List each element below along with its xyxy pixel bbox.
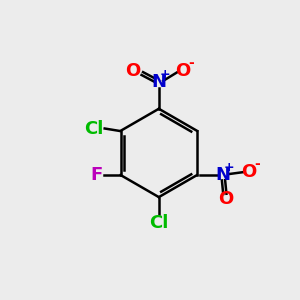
Text: O: O: [176, 62, 190, 80]
Text: Cl: Cl: [149, 214, 169, 232]
Text: Cl: Cl: [84, 119, 103, 137]
Text: N: N: [151, 73, 166, 91]
Text: +: +: [224, 161, 235, 174]
Text: -: -: [188, 56, 194, 70]
Text: -: -: [254, 158, 260, 171]
Text: O: O: [241, 163, 256, 181]
Text: F: F: [90, 166, 103, 184]
Text: N: N: [215, 166, 230, 184]
Text: O: O: [218, 190, 233, 208]
Text: O: O: [126, 62, 141, 80]
Text: +: +: [160, 68, 170, 81]
